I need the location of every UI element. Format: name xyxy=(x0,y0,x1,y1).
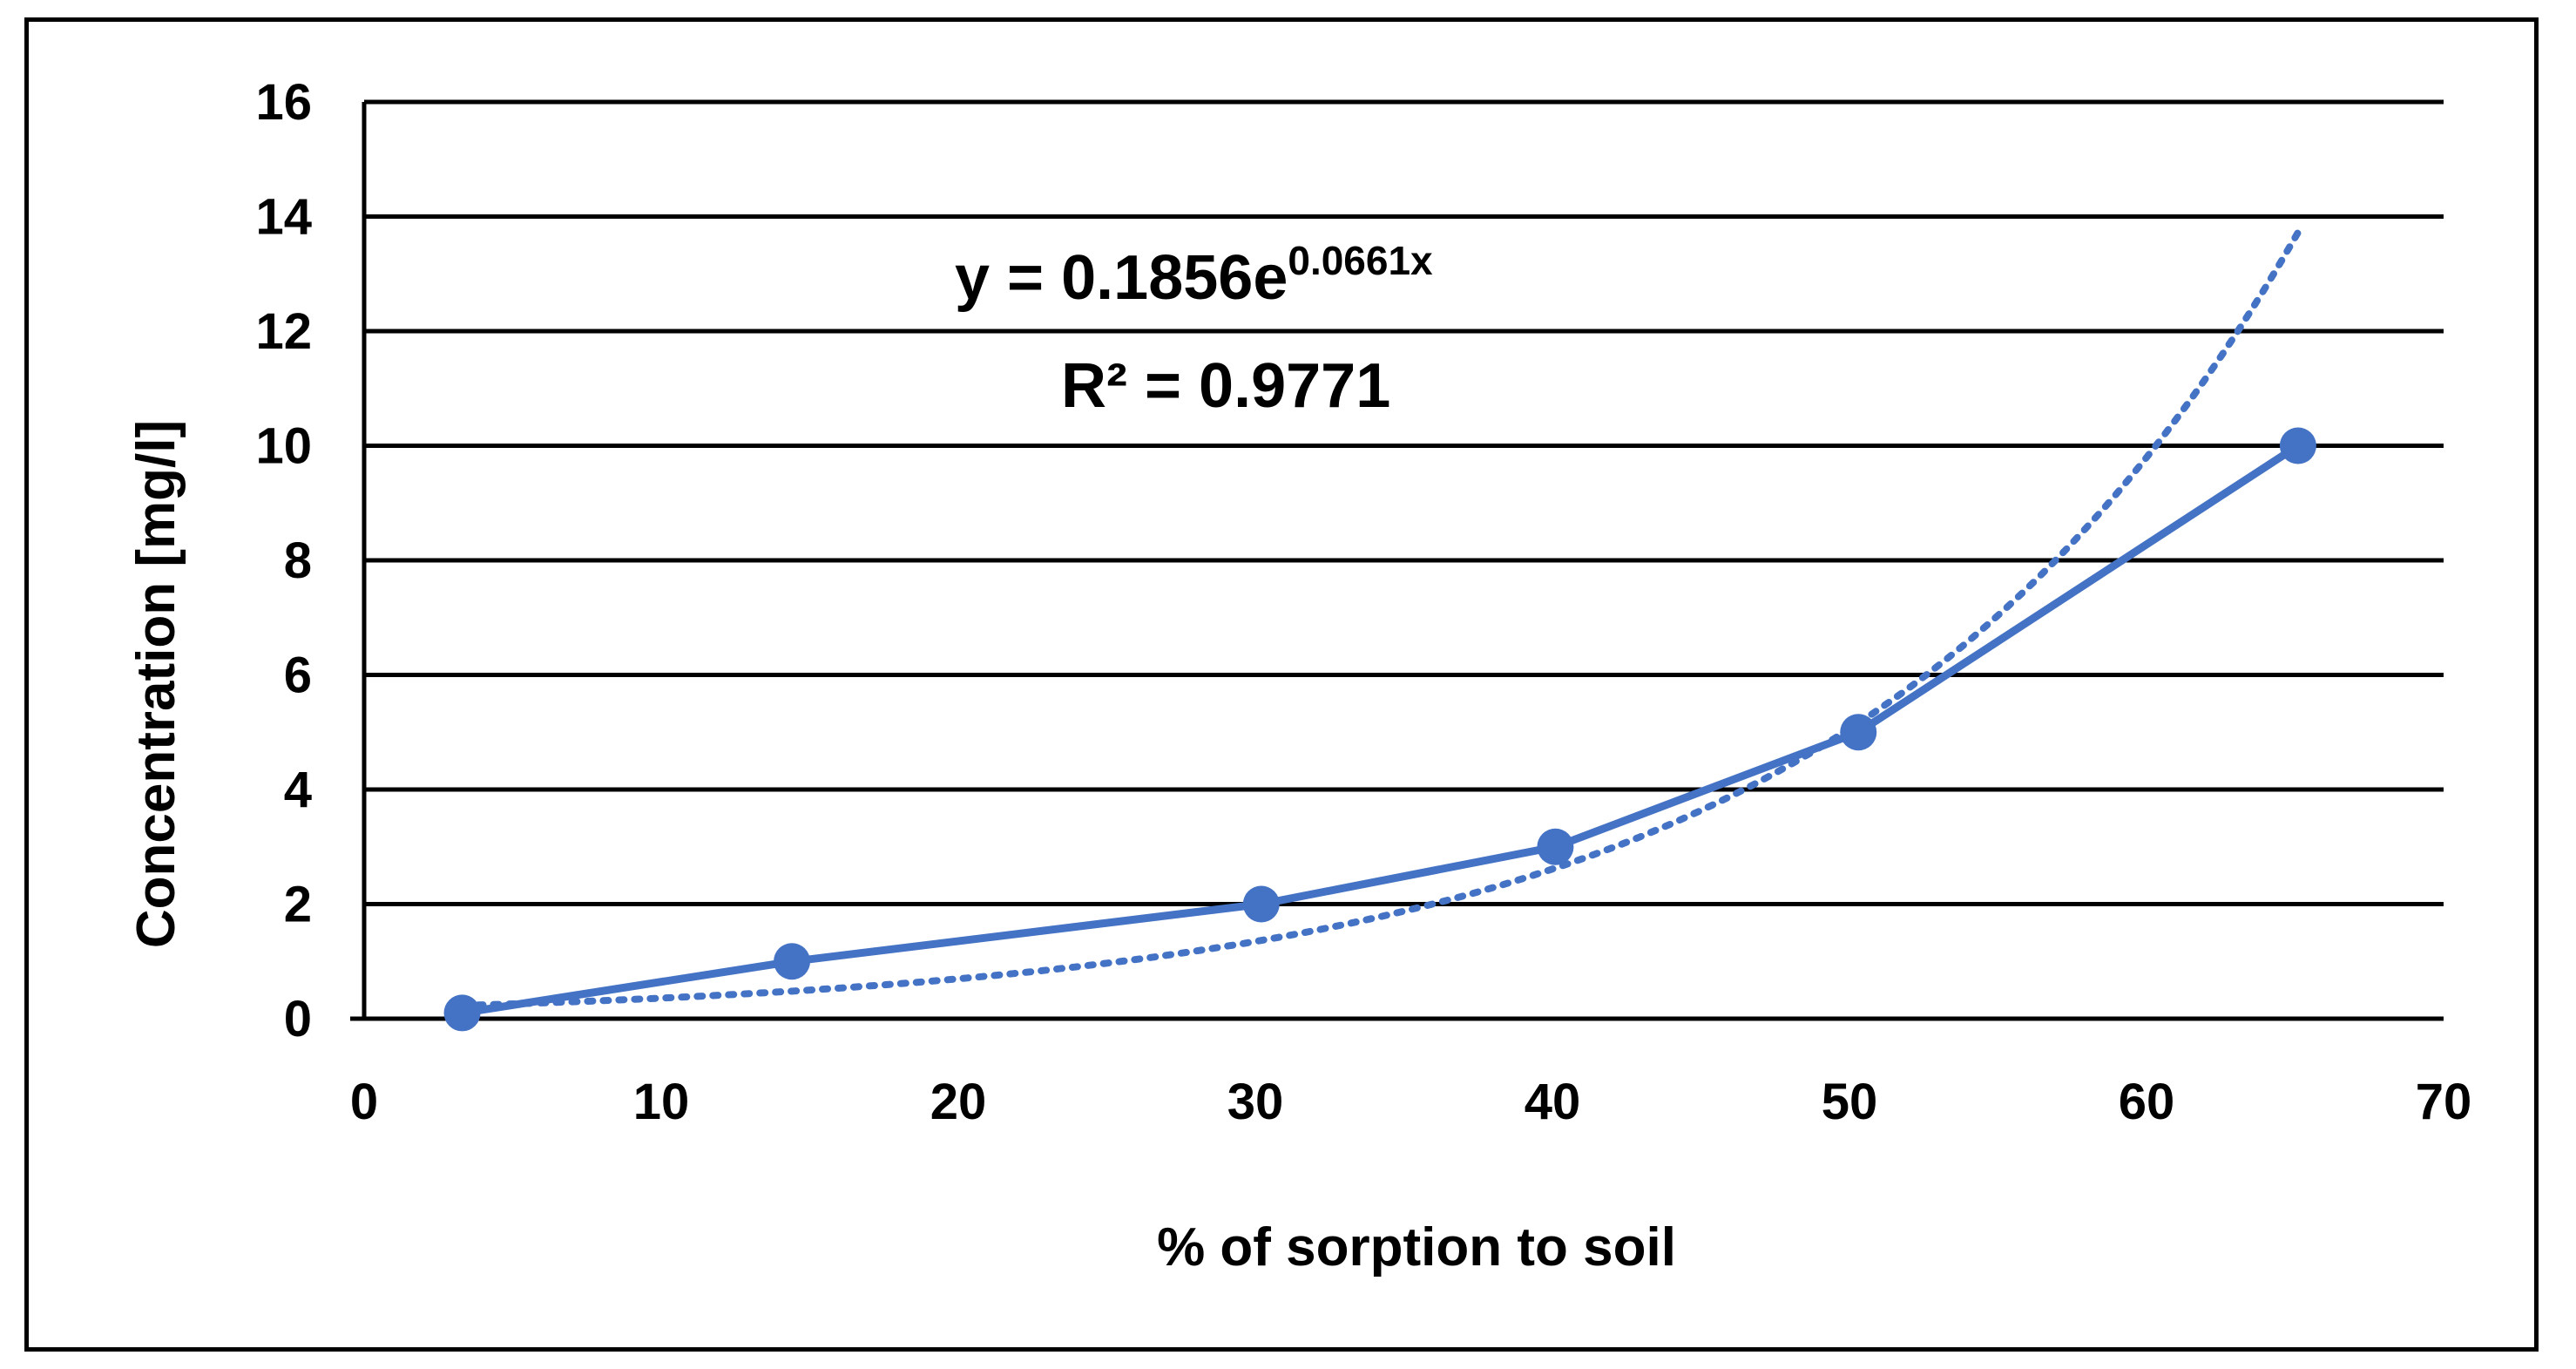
series-line xyxy=(461,442,2301,1017)
y-tick-label: 6 xyxy=(284,647,312,704)
chart-frame: 0 2 4 6 8 10 12 14 16 0 10 20 30 40 50 60 70 % of sorpti… xyxy=(24,17,2539,1352)
y-tick-label: 16 xyxy=(255,74,312,131)
y-tick-label: 4 xyxy=(284,762,312,818)
data-point xyxy=(443,994,481,1032)
data-series xyxy=(443,427,2316,1032)
x-tick-label: 20 xyxy=(930,1074,987,1130)
data-point xyxy=(1840,714,1877,751)
x-axis-title: % of sorption to soil xyxy=(1157,1217,1676,1278)
x-tick-label: 10 xyxy=(633,1074,690,1130)
y-tick-label: 10 xyxy=(255,418,312,475)
trendline xyxy=(458,228,2302,1009)
y-tick-label: 0 xyxy=(284,991,312,1047)
trendline-equation-base: y = 0.1856e xyxy=(955,243,1288,313)
data-point xyxy=(774,943,811,980)
y-tick-label: 8 xyxy=(284,532,312,589)
trendline-equation: y = 0.1856e0.0661x xyxy=(955,238,1433,313)
axes xyxy=(350,102,2444,1021)
tick-labels: 0 2 4 6 8 10 12 14 16 0 10 20 30 40 50 60 70 xyxy=(255,74,2471,1130)
x-tick-label: 30 xyxy=(1227,1074,1284,1130)
y-tick-label: 12 xyxy=(255,303,312,360)
y-axis-title: Concentration [mg/l] xyxy=(126,420,186,948)
trendline-equation-exponent: 0.0661x xyxy=(1288,238,1433,283)
gridlines xyxy=(364,99,2444,906)
x-tick-label: 0 xyxy=(350,1074,378,1130)
x-tick-label: 40 xyxy=(1525,1074,1581,1130)
x-tick-label: 70 xyxy=(2416,1074,2472,1130)
data-point xyxy=(2279,427,2316,464)
data-point xyxy=(1242,885,1280,923)
y-tick-label: 2 xyxy=(284,877,312,933)
trendline-path xyxy=(458,228,2302,1009)
trendline-r-squared: R² = 0.9771 xyxy=(1061,351,1390,421)
x-tick-label: 50 xyxy=(1822,1074,1878,1130)
y-tick-label: 14 xyxy=(255,189,312,246)
x-tick-label: 60 xyxy=(2119,1074,2175,1130)
chart-svg: 0 2 4 6 8 10 12 14 16 0 10 20 30 40 50 60 70 % of sorpti… xyxy=(126,74,2471,1278)
data-point xyxy=(1537,828,1574,865)
